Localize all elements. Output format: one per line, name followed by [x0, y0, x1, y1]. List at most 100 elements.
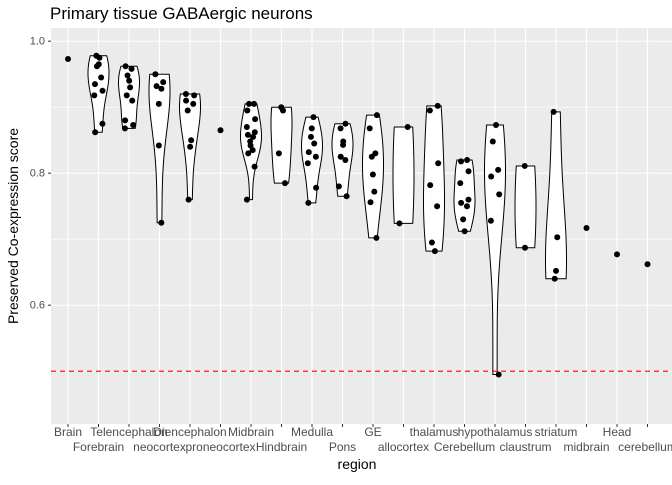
- data-point: [246, 100, 253, 107]
- data-point: [155, 142, 162, 149]
- plot-panel: [51, 28, 672, 424]
- violin-shape: [118, 65, 140, 129]
- data-point: [252, 116, 259, 123]
- data-point: [92, 129, 99, 136]
- violin-shape: [423, 105, 445, 252]
- violin-shape: [514, 165, 537, 249]
- data-point: [244, 107, 251, 114]
- data-point: [614, 251, 620, 258]
- data-point: [191, 92, 198, 99]
- data-point: [251, 163, 258, 170]
- x-tick-label: midbrain: [563, 440, 609, 454]
- violin-shape: [148, 73, 171, 224]
- data-point: [373, 234, 380, 241]
- data-point: [583, 224, 590, 231]
- data-point: [367, 199, 374, 206]
- x-tick-label: thalamus: [410, 425, 459, 439]
- data-point: [280, 107, 287, 114]
- data-points: [65, 52, 651, 378]
- data-point: [488, 173, 495, 180]
- x-tick-label: Telencephalon: [90, 425, 167, 439]
- x-tick-label: GE: [364, 425, 381, 439]
- data-point: [458, 158, 465, 165]
- data-point: [122, 63, 129, 70]
- data-point: [245, 150, 252, 157]
- x-tick-label: Brain: [54, 425, 82, 439]
- y-tick-label: 0.6: [30, 300, 45, 312]
- data-point: [249, 147, 256, 154]
- violin-shape: [300, 116, 324, 204]
- x-axis: BrainForebrainTelencephalonneocortexDien…: [54, 424, 672, 454]
- data-point: [126, 77, 133, 84]
- data-point: [122, 117, 129, 124]
- data-point: [99, 120, 106, 127]
- data-point: [366, 125, 373, 132]
- data-point: [96, 54, 103, 61]
- data-point: [404, 124, 411, 130]
- data-point: [244, 131, 251, 138]
- data-point: [217, 127, 224, 134]
- x-tick-label: Head: [603, 425, 632, 439]
- x-tick-label: claustrum: [499, 440, 551, 454]
- x-tick-label: proneocortex: [185, 440, 255, 454]
- data-point: [243, 124, 250, 130]
- x-tick-label: Hindbrain: [256, 440, 307, 454]
- data-point: [465, 196, 472, 203]
- data-point: [434, 102, 441, 109]
- data-point: [644, 261, 651, 268]
- x-axis-label: region: [338, 456, 377, 472]
- violin-shape: [87, 55, 110, 133]
- data-point: [369, 171, 376, 178]
- data-point: [521, 244, 528, 251]
- data-point: [368, 153, 375, 160]
- violin-shape: [270, 106, 293, 184]
- y-tick-label: 0.8: [30, 168, 45, 180]
- data-point: [428, 239, 435, 246]
- data-point: [160, 79, 167, 86]
- data-point: [187, 143, 194, 150]
- x-tick-label: Pons: [329, 440, 356, 454]
- data-point: [127, 84, 134, 91]
- data-point: [431, 248, 438, 255]
- data-point: [281, 180, 288, 187]
- data-point: [158, 219, 165, 226]
- data-point: [335, 183, 342, 190]
- data-point: [243, 196, 250, 203]
- data-point: [313, 184, 320, 191]
- x-tick-label: hypothalamus: [458, 425, 533, 439]
- data-point: [342, 157, 349, 163]
- data-point: [435, 160, 442, 167]
- data-point: [182, 91, 189, 97]
- x-tick-label: Midbrain: [228, 425, 274, 439]
- data-point: [427, 182, 434, 189]
- data-point: [99, 87, 106, 94]
- data-point: [342, 120, 349, 127]
- data-point: [250, 100, 257, 107]
- x-tick-label: neocortex: [133, 440, 186, 454]
- data-point: [487, 217, 494, 224]
- data-point: [464, 157, 471, 163]
- data-point: [337, 125, 344, 132]
- data-point: [247, 142, 254, 149]
- data-point: [308, 125, 315, 132]
- data-point: [304, 160, 311, 167]
- grid-lines: [51, 28, 672, 424]
- data-point: [305, 199, 312, 206]
- data-point: [496, 191, 503, 198]
- data-point: [305, 149, 312, 156]
- data-point: [371, 188, 378, 195]
- data-point: [554, 234, 561, 241]
- data-point: [521, 162, 528, 169]
- data-point: [489, 138, 496, 145]
- data-point: [307, 133, 314, 140]
- violin-shape: [483, 124, 507, 375]
- data-point: [551, 275, 558, 282]
- data-point: [158, 85, 165, 92]
- data-point: [185, 196, 192, 203]
- data-point: [373, 112, 380, 119]
- data-point: [495, 166, 502, 173]
- data-point: [153, 83, 160, 90]
- y-axis-label: Preserved Co-expression score: [5, 128, 21, 324]
- x-tick-label: Forebrain: [73, 440, 124, 454]
